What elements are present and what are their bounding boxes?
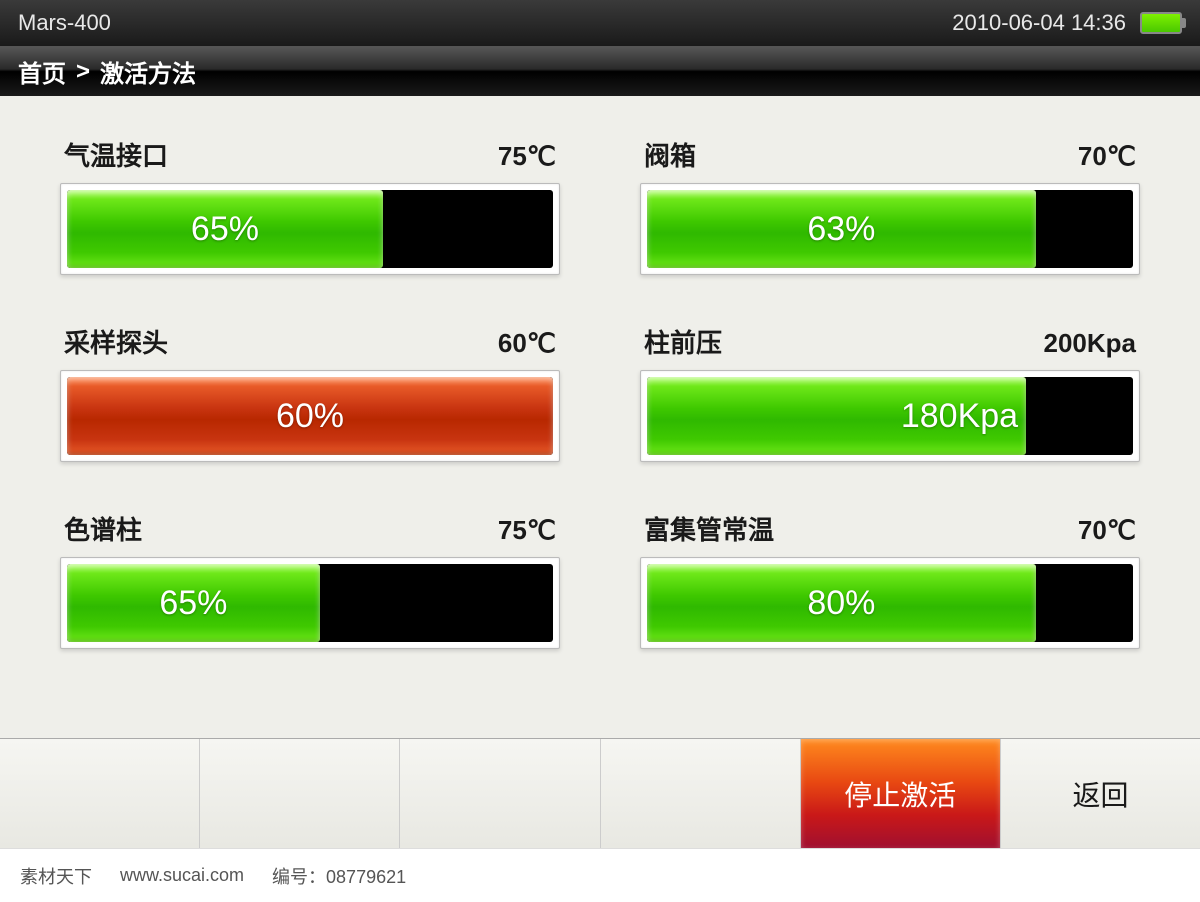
meter-header: 色谱柱 75℃ [60,510,560,547]
progress-text: 65% [191,190,259,268]
back-label: 返回 [1072,774,1128,814]
bottom-slot-4[interactable] [601,739,801,848]
progress-text: 60% [276,377,344,455]
meter-target-value: 60℃ [498,328,556,359]
progress-bar: 65% [60,183,560,275]
meter-label: 富集管常温 [644,510,774,547]
meter-header: 气温接口 75℃ [60,136,560,173]
breadcrumb-separator: > [76,58,90,86]
progress-track: 65% [67,564,553,642]
stop-button[interactable]: 停止激活 [801,739,1001,848]
meter-label: 采样探头 [64,323,168,360]
progress-bar: 80% [640,557,1140,649]
meter-3: 柱前压 200Kpa 180Kpa [640,323,1140,462]
meter-1: 阀箱 70℃ 63% [640,136,1140,275]
progress-track: 180Kpa [647,377,1133,455]
progress-track: 80% [647,564,1133,642]
caption-url: www.sucai.com [120,865,244,886]
meters-grid: 气温接口 75℃ 65% 阀箱 70℃ 63% 采样探头 60℃ 60% 柱前压 200Kpa 180… [0,96,1200,649]
progress-bar: 63% [640,183,1140,275]
bottom-slot-1[interactable] [0,739,200,848]
stop-label: 停止激活 [844,774,956,814]
meter-target-value: 70℃ [1078,141,1136,172]
progress-track: 60% [67,377,553,455]
meter-5: 富集管常温 70℃ 80% [640,510,1140,649]
meter-label: 阀箱 [644,136,696,173]
meter-target-value: 75℃ [498,141,556,172]
progress-bar: 180Kpa [640,370,1140,462]
progress-text: 65% [159,564,227,642]
progress-text: 180Kpa [901,377,1018,455]
back-button[interactable]: 返回 [1001,739,1200,848]
meter-4: 色谱柱 75℃ 65% [60,510,560,649]
bottom-slot-3[interactable] [400,739,600,848]
meter-header: 阀箱 70℃ [640,136,1140,173]
meter-target-value: 75℃ [498,515,556,546]
breadcrumb-current: 激活方法 [100,54,196,89]
meter-0: 气温接口 75℃ 65% [60,136,560,275]
battery-icon [1140,12,1182,34]
status-bar: Mars-400 2010-06-04 14:36 [0,0,1200,46]
caption-bar: 素材天下 www.sucai.com 编号：08779621 [0,848,1200,902]
meter-label: 色谱柱 [64,510,142,547]
device-name: Mars-400 [18,10,111,36]
meter-label: 气温接口 [64,136,168,173]
progress-track: 65% [67,190,553,268]
datetime: 2010-06-04 14:36 [952,10,1126,36]
caption-id: 编号：08779621 [272,863,406,889]
progress-text: 63% [807,190,875,268]
meter-header: 富集管常温 70℃ [640,510,1140,547]
bottom-bar: 停止激活 返回 [0,738,1200,848]
meter-header: 采样探头 60℃ [60,323,560,360]
breadcrumb: 首页 > 激活方法 [0,46,1200,96]
meter-header: 柱前压 200Kpa [640,323,1140,360]
meter-target-value: 70℃ [1078,515,1136,546]
meter-target-value: 200Kpa [1044,328,1137,359]
caption-site: 素材天下 [20,863,92,889]
progress-track: 63% [647,190,1133,268]
breadcrumb-home[interactable]: 首页 [18,54,66,89]
progress-bar: 60% [60,370,560,462]
bottom-slot-2[interactable] [200,739,400,848]
progress-fill: 180Kpa [647,377,1026,455]
meter-2: 采样探头 60℃ 60% [60,323,560,462]
status-right: 2010-06-04 14:36 [952,10,1182,36]
progress-bar: 65% [60,557,560,649]
progress-text: 80% [807,564,875,642]
meter-label: 柱前压 [644,323,722,360]
